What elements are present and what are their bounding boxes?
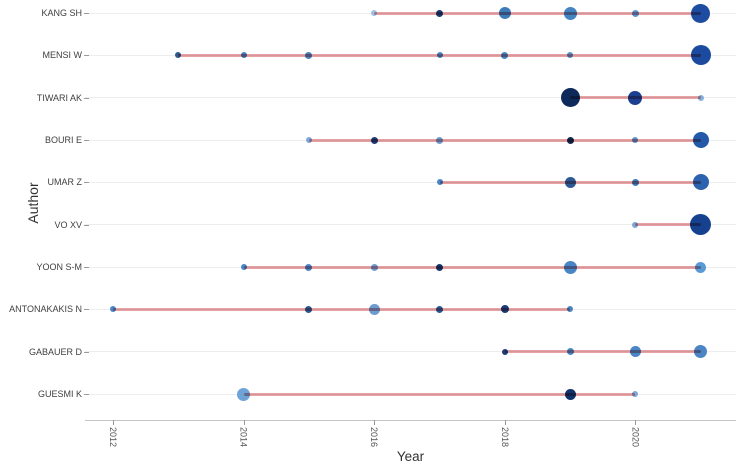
x-tick-mark <box>113 420 114 425</box>
timeline-line <box>178 53 701 57</box>
y-axis-label: YOON S-M <box>36 261 82 272</box>
row-gridline <box>85 351 736 353</box>
data-point <box>697 94 704 101</box>
y-tick-mark <box>84 224 89 226</box>
row-gridline <box>85 224 736 226</box>
y-axis-label: GABAUER D <box>28 346 82 357</box>
data-point <box>695 261 707 273</box>
y-axis-label: GUESMI K <box>37 388 82 399</box>
timeline-line <box>635 223 701 227</box>
data-point <box>690 214 712 236</box>
x-tick-mark <box>243 420 245 425</box>
data-point <box>690 45 711 66</box>
y-axis-title: Author <box>25 182 41 224</box>
timeline-line <box>439 180 701 184</box>
row-gridline <box>85 181 736 183</box>
data-point <box>691 3 711 23</box>
y-axis-label: TIWARI AK <box>36 92 82 103</box>
x-tick-mark <box>374 420 376 425</box>
data-point <box>632 391 639 397</box>
data-point <box>694 345 708 359</box>
timeline-line <box>243 392 636 396</box>
x-tick-label: 2014 <box>238 427 249 448</box>
y-axis-label: ANTONAKAKIS N <box>9 304 82 315</box>
data-point <box>692 174 709 191</box>
timeline-line <box>504 350 701 354</box>
x-axis-title: Year <box>396 449 425 464</box>
x-tick-mark <box>635 420 637 425</box>
x-tick-label: 2016 <box>369 427 380 448</box>
x-tick-label: 2020 <box>630 427 641 448</box>
y-tick-mark <box>84 140 89 141</box>
timeline-line <box>374 11 701 15</box>
y-tick-mark <box>84 351 89 353</box>
x-tick-label: 2018 <box>499 427 510 448</box>
timeline-line <box>113 307 571 311</box>
y-axis-label: BOURI E <box>44 134 82 145</box>
y-tick-mark <box>84 309 89 311</box>
y-tick-mark <box>84 97 89 99</box>
y-tick-mark <box>84 55 89 57</box>
y-axis-label: VO XV <box>54 219 82 230</box>
x-axis-line <box>85 420 736 421</box>
timeline-line <box>243 265 701 269</box>
y-tick-mark <box>84 13 89 14</box>
y-tick-mark <box>84 394 89 395</box>
y-tick-mark <box>84 182 89 184</box>
y-axis-label: MENSI W <box>42 50 83 61</box>
timeline-line <box>570 96 701 100</box>
data-point <box>567 306 574 313</box>
y-axis-label: KANG SH <box>41 8 82 18</box>
timeline-line <box>308 138 701 142</box>
y-axis-label: UMAR Z <box>47 177 83 188</box>
row-gridline <box>85 97 736 99</box>
data-point <box>692 132 709 148</box>
y-tick-mark <box>84 267 89 268</box>
x-tick-label: 2012 <box>108 427 118 448</box>
x-tick-mark <box>504 420 506 425</box>
